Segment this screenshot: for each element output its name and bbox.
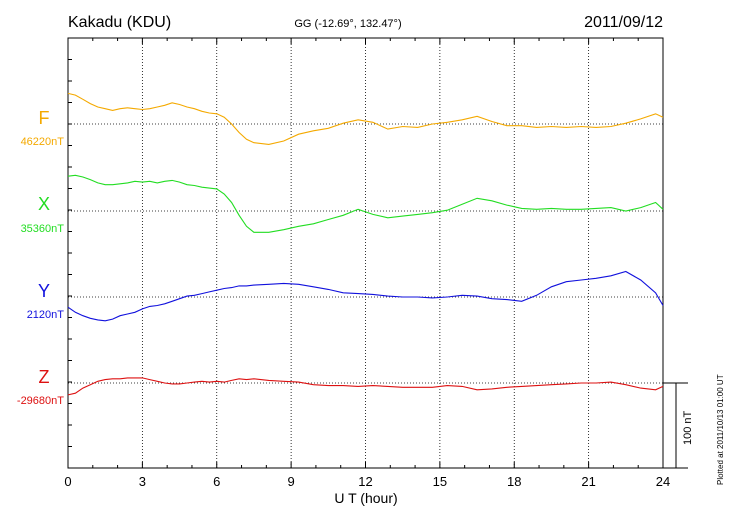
station-title: Kakadu (KDU) — [68, 14, 171, 31]
chart-date: 2011/09/12 — [584, 14, 663, 31]
x-tick-label: 3 — [139, 474, 146, 489]
x-tick-label: 0 — [64, 474, 71, 489]
series-name-label: Z — [39, 367, 50, 387]
x-tick-label: 9 — [288, 474, 295, 489]
series-baseline-label: 46220nT — [21, 136, 65, 148]
grid-lines — [68, 38, 663, 468]
series-line-y — [67, 270, 664, 322]
scale-bar: 100 nT — [663, 382, 694, 469]
series-baseline-label: -29680nT — [17, 395, 64, 407]
series-baseline-label: 2120nT — [27, 309, 65, 321]
series-baseline-label: 35360nT — [21, 223, 65, 235]
x-tick-label: 15 — [433, 474, 447, 489]
x-axis-label: U T (hour) — [334, 490, 397, 506]
series-line-z — [67, 377, 664, 396]
series-line-f — [67, 92, 664, 145]
x-tick-label: 21 — [581, 474, 595, 489]
series-lines — [67, 92, 664, 396]
x-tick-label: 6 — [213, 474, 220, 489]
series-name-label: X — [38, 194, 50, 214]
plotted-timestamp: Plotted at 2011/10/13 01:00 UT — [716, 374, 725, 485]
scale-bar-label: 100 nT — [682, 410, 694, 445]
plot-frame — [67, 37, 664, 469]
axis-ticks: 0 3 6 9 12 15 18 21 24 — [64, 37, 670, 489]
series-labels: F 46220nT X 35360nT Y 2120nT Z -29680nT — [17, 108, 64, 407]
series-name-label: F — [39, 108, 50, 128]
x-tick-label: 12 — [358, 474, 372, 489]
station-coordinates: GG (-12.69°, 132.47°) — [294, 18, 401, 30]
x-tick-label: 18 — [507, 474, 521, 489]
series-name-label: Y — [38, 281, 50, 301]
series-line-x — [67, 174, 664, 233]
x-tick-label: 24 — [656, 474, 670, 489]
